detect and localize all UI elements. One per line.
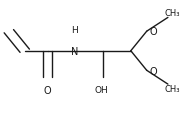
- Text: CH₃: CH₃: [165, 9, 180, 18]
- Text: O: O: [149, 26, 157, 36]
- Text: O: O: [44, 86, 52, 95]
- Text: H: H: [71, 25, 78, 34]
- Text: N: N: [71, 46, 78, 56]
- Text: OH: OH: [95, 86, 109, 94]
- Text: CH₃: CH₃: [165, 84, 180, 93]
- Text: O: O: [149, 66, 157, 76]
